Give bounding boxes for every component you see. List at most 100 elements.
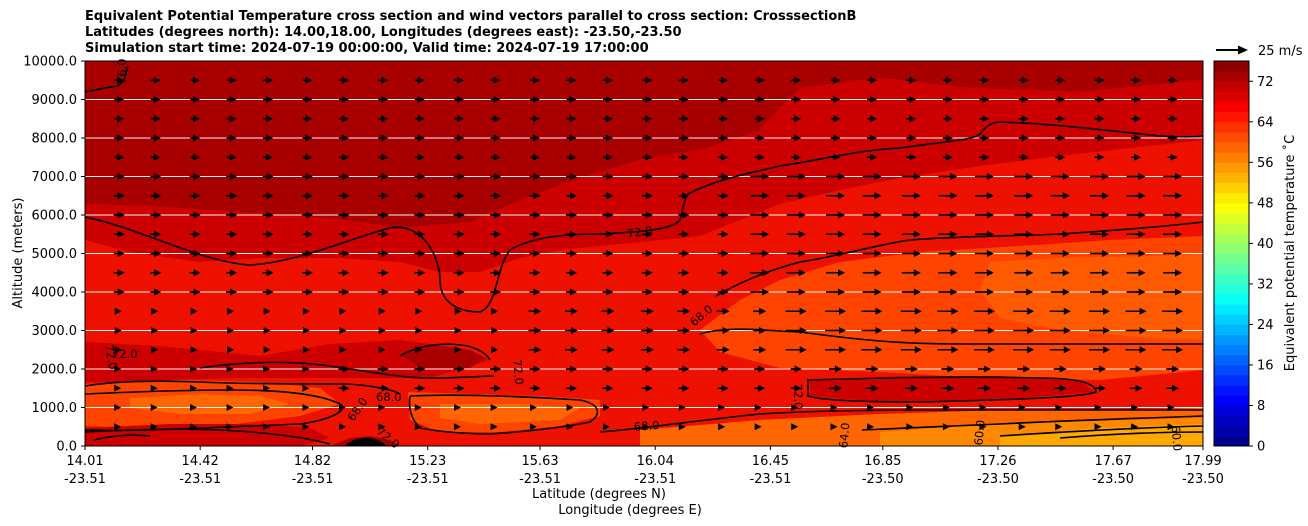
wind-arrow bbox=[302, 134, 313, 142]
wind-arrow bbox=[414, 115, 425, 123]
wind-arrow bbox=[717, 384, 729, 392]
wind-arrow bbox=[974, 250, 994, 257]
wind-arrow bbox=[226, 230, 238, 238]
wind-arrow bbox=[1126, 173, 1146, 180]
wind-arrow bbox=[941, 384, 955, 392]
x-tick-label-lon: -23.50 bbox=[1092, 472, 1134, 487]
wind-arrow bbox=[490, 404, 498, 411]
wind-arrow bbox=[453, 250, 465, 257]
wind-arrow bbox=[862, 269, 882, 277]
x-tick-label-lon: -23.51 bbox=[407, 472, 449, 487]
wind-arrow bbox=[490, 365, 502, 373]
wind-arrow bbox=[490, 153, 501, 161]
wind-arrow bbox=[529, 76, 540, 84]
wind-arrow bbox=[904, 365, 918, 373]
colorbar-bin bbox=[1214, 121, 1249, 133]
wind-arrow bbox=[750, 230, 770, 238]
wind-arrow bbox=[678, 173, 690, 180]
wind-arrow bbox=[1014, 230, 1034, 238]
wind-arrow bbox=[642, 76, 653, 84]
wind-arrow bbox=[263, 327, 271, 334]
wind-arrow bbox=[867, 115, 878, 123]
wind-arrow bbox=[830, 423, 838, 431]
wind-arrow bbox=[454, 153, 465, 161]
wind-arrow bbox=[937, 346, 959, 354]
wind-arrow bbox=[829, 365, 843, 373]
wind-arrow bbox=[602, 76, 613, 84]
wind-arrow bbox=[602, 230, 614, 238]
wind-arrow bbox=[301, 288, 313, 296]
colorbar-tick-label: 32 bbox=[1257, 277, 1274, 292]
wind-arrow bbox=[602, 153, 613, 161]
wind-arrow bbox=[1163, 173, 1183, 180]
colorbar-tick-label: 56 bbox=[1257, 156, 1274, 171]
wind-arrow bbox=[565, 192, 577, 200]
wind-arrow bbox=[414, 211, 426, 219]
wind-arrow bbox=[263, 96, 274, 103]
contour-label-72-knot: 72.0 bbox=[510, 359, 526, 386]
wind-arrow bbox=[938, 173, 958, 180]
colorbar-bin bbox=[1214, 142, 1249, 153]
wind-arrow bbox=[454, 96, 465, 103]
wind-arrow bbox=[377, 211, 389, 219]
wind-arrow bbox=[1126, 230, 1146, 238]
fill-band-74-mid bbox=[85, 78, 1203, 272]
wind-arrow bbox=[490, 384, 502, 392]
wind-arrow bbox=[113, 211, 125, 219]
wind-arrow bbox=[528, 327, 542, 334]
wind-arrow bbox=[150, 288, 162, 296]
y-tick-label: 10000.0 bbox=[23, 55, 77, 70]
wind-arrow bbox=[942, 423, 950, 431]
quiver-key-label: 25 m/s bbox=[1258, 44, 1303, 59]
wind-arrow bbox=[1050, 192, 1070, 200]
wind-arrow bbox=[1013, 346, 1035, 354]
wind-arrow bbox=[717, 230, 729, 238]
wind-arrow bbox=[529, 423, 537, 431]
wind-arrow bbox=[263, 384, 271, 392]
wind-arrow bbox=[862, 211, 882, 219]
wind-arrow bbox=[529, 230, 541, 238]
wind-arrow bbox=[378, 115, 389, 123]
wind-arrow bbox=[678, 192, 690, 200]
colorbar-bin bbox=[1214, 172, 1249, 183]
wind-arrow bbox=[974, 211, 994, 219]
colorbar-bin bbox=[1214, 314, 1249, 325]
wind-arrow bbox=[490, 211, 502, 219]
wind-arrow bbox=[791, 404, 799, 411]
wind-arrow bbox=[338, 250, 350, 257]
wind-arrow bbox=[1018, 153, 1029, 161]
wind-arrow bbox=[454, 404, 462, 411]
colorbar-tick-label: 24 bbox=[1257, 318, 1274, 333]
wind-arrow bbox=[114, 346, 122, 354]
wind-arrow bbox=[862, 230, 882, 238]
wind-arrow bbox=[113, 230, 125, 238]
wind-arrow bbox=[941, 365, 955, 373]
wind-arrow bbox=[1166, 365, 1180, 373]
wind-arrow bbox=[906, 423, 914, 431]
wind-arrow bbox=[1094, 404, 1102, 411]
colorbar-bin bbox=[1214, 364, 1249, 376]
wind-arrow bbox=[301, 173, 313, 180]
wind-arrow bbox=[190, 404, 198, 411]
contour-72-sfc-left bbox=[85, 428, 331, 445]
wind-arrow bbox=[301, 269, 313, 277]
contour-68-sfc bbox=[599, 409, 1203, 433]
contour-76-blob-left bbox=[93, 434, 151, 441]
wind-arrow bbox=[826, 269, 846, 277]
wind-arrow bbox=[678, 384, 690, 392]
wind-arrow bbox=[414, 153, 425, 161]
wind-arrow bbox=[226, 211, 238, 219]
x-tick-label-lat: 17.99 bbox=[1184, 454, 1221, 469]
wind-arrow bbox=[750, 269, 770, 277]
wind-arrow bbox=[642, 153, 653, 161]
wind-arrow bbox=[677, 307, 691, 315]
x-tick-label-lat: 15.23 bbox=[409, 454, 446, 469]
wind-arrow bbox=[750, 173, 770, 180]
wind-arrow bbox=[453, 384, 465, 392]
wind-arrow bbox=[1014, 173, 1034, 180]
y-axis: 0.0 1000.0 2000.0 3000.0 4000.0 5000.0 6000.0 7… bbox=[23, 55, 85, 455]
wind-arrow bbox=[1126, 288, 1146, 296]
wind-arrow bbox=[973, 307, 995, 315]
wind-arrow bbox=[901, 211, 921, 219]
